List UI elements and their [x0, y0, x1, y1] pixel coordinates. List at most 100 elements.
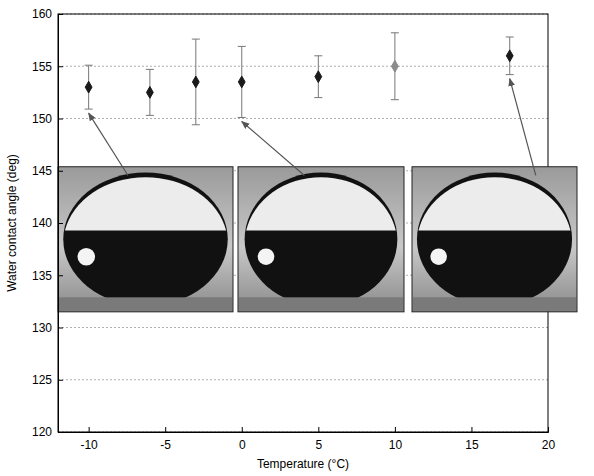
- point: [238, 76, 245, 88]
- y-tick-label: 155: [32, 60, 52, 74]
- x-tick-mark: [395, 427, 396, 432]
- x-tick-label: 15: [465, 438, 479, 452]
- y-tick: 155: [32, 60, 63, 74]
- droplet-photo: [238, 167, 404, 312]
- y-tick-label: 130: [32, 321, 52, 335]
- x-tick-label: -5: [160, 438, 171, 452]
- error-bar-cap: [85, 65, 93, 66]
- y-tick: 140: [32, 216, 63, 230]
- droplet-body: [245, 173, 398, 306]
- droplet-highlight: [430, 248, 447, 265]
- point: [315, 71, 322, 83]
- chart: -10 -5 0 5 10 15 20 120 125 130 135 140 145 150 155 160…: [0, 0, 594, 476]
- point: [85, 81, 92, 93]
- error-bar-cap: [314, 55, 322, 56]
- x-tick-mark: [165, 427, 166, 432]
- error-bar: [146, 69, 154, 115]
- y-tick-label: 150: [32, 112, 52, 126]
- x-tick-label: 20: [542, 438, 556, 452]
- error-bar-cap: [146, 69, 154, 70]
- y-tick-mark: [58, 380, 63, 381]
- plot: -10 -5 0 5 10 15 20 120 125 130 135 140 145 150 155 160: [32, 7, 577, 451]
- x-tick: -5: [160, 427, 171, 452]
- y-tick: 125: [32, 373, 63, 387]
- error-bar-cap: [238, 46, 246, 47]
- x-tick: -10: [80, 427, 98, 452]
- droplet-photo: [58, 167, 233, 312]
- x-axis: -10 -5 0 5 10 15 20: [59, 427, 556, 452]
- pointer-arrow: [510, 79, 536, 176]
- droplet-body: [417, 173, 572, 306]
- x-tick-label: -10: [80, 438, 98, 452]
- y-tick-mark: [58, 171, 63, 172]
- x-tick: 10: [389, 427, 403, 452]
- error-bar-cap: [238, 117, 246, 118]
- pointer-arrow: [242, 121, 305, 175]
- error-bar-cap: [391, 99, 399, 100]
- y-tick-label: 160: [32, 7, 52, 21]
- grid-line: [58, 66, 548, 67]
- substrate: [413, 297, 576, 311]
- error-bar: [391, 33, 399, 100]
- droplet-highlight: [258, 248, 275, 265]
- error-bar-cap: [391, 32, 399, 33]
- y-tick-label: 135: [32, 269, 52, 283]
- x-tick-label: 5: [315, 438, 322, 452]
- droplet-highlight: [78, 248, 96, 266]
- substrate: [239, 297, 403, 311]
- data-points: [85, 33, 514, 125]
- error-bar-cap: [146, 115, 154, 116]
- x-tick-label: 10: [389, 438, 403, 452]
- point: [506, 50, 513, 62]
- y-tick: 120: [32, 425, 63, 439]
- y-tick-label: 140: [32, 216, 52, 230]
- pointer-arrow: [89, 113, 128, 175]
- y-tick-label: 145: [32, 164, 52, 178]
- x-tick-label: 0: [239, 438, 246, 452]
- error-bar-cap: [192, 124, 200, 125]
- photo-frame: [412, 167, 577, 312]
- y-tick: 135: [32, 269, 63, 283]
- droplet-top: [419, 177, 571, 230]
- error-bar: [192, 39, 200, 125]
- substrate: [59, 297, 232, 311]
- x-tick: 0: [239, 427, 246, 452]
- y-tick-mark: [58, 432, 63, 433]
- x-tick-mark: [471, 427, 472, 432]
- error-bar-cap: [506, 74, 514, 75]
- x-tick-mark: [89, 427, 90, 432]
- droplet-top: [65, 177, 226, 230]
- y-tick: 160: [32, 7, 63, 21]
- point: [192, 76, 199, 88]
- x-tick: 15: [465, 427, 479, 452]
- y-tick: 150: [32, 112, 63, 126]
- y-tick-mark: [58, 275, 63, 276]
- error-bar-cap: [506, 36, 514, 37]
- grid-line: [58, 327, 548, 328]
- x-tick-mark: [318, 427, 319, 432]
- error-bar: [314, 56, 322, 98]
- x-axis-title: Temperature (°C): [257, 457, 349, 471]
- y-tick-mark: [58, 119, 63, 120]
- error-bar-cap: [85, 109, 93, 110]
- x-tick-mark: [242, 427, 243, 432]
- error-bar-cap: [314, 97, 322, 98]
- y-tick-mark: [58, 14, 63, 15]
- y-tick: 145: [32, 164, 63, 178]
- error-bar: [85, 65, 93, 109]
- y-tick: 130: [32, 321, 63, 335]
- inset-photos: [58, 79, 577, 312]
- x-tick-mark: [548, 427, 549, 432]
- y-axis: 120 125 130 135 140 145 150 155 160: [32, 7, 63, 439]
- grid-line: [58, 118, 548, 119]
- y-tick-label: 120: [32, 425, 52, 439]
- droplet-photo: [412, 167, 577, 312]
- y-tick-mark: [58, 223, 63, 224]
- error-bar: [238, 46, 246, 117]
- grid-line: [58, 379, 548, 380]
- x-axis-line: [59, 427, 549, 433]
- y-tick-label: 125: [32, 373, 52, 387]
- x-tick: 5: [315, 427, 322, 452]
- y-axis-line: [59, 15, 64, 433]
- photo-frame: [58, 167, 233, 312]
